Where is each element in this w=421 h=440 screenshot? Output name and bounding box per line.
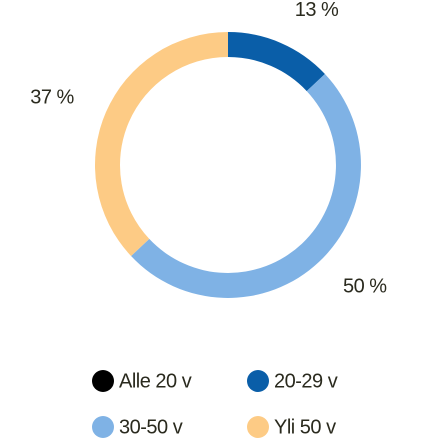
- value-label: 37 %: [30, 87, 74, 109]
- value-label: 50 %: [343, 276, 387, 298]
- legend-swatch: [247, 416, 269, 438]
- legend-swatch: [92, 416, 114, 438]
- legend-swatch: [247, 370, 269, 392]
- value-label: 13 %: [295, 0, 339, 21]
- legend-label: Alle 20 v: [119, 370, 192, 392]
- legend-label: Yli 50 v: [274, 416, 336, 438]
- legend-label: 20-29 v: [274, 370, 338, 392]
- donut-segment: [131, 73, 361, 298]
- legend-swatch: [92, 370, 114, 392]
- donut-segment: [228, 32, 325, 92]
- legend-label: 30-50 v: [119, 416, 183, 438]
- donut-segment: [94, 32, 228, 257]
